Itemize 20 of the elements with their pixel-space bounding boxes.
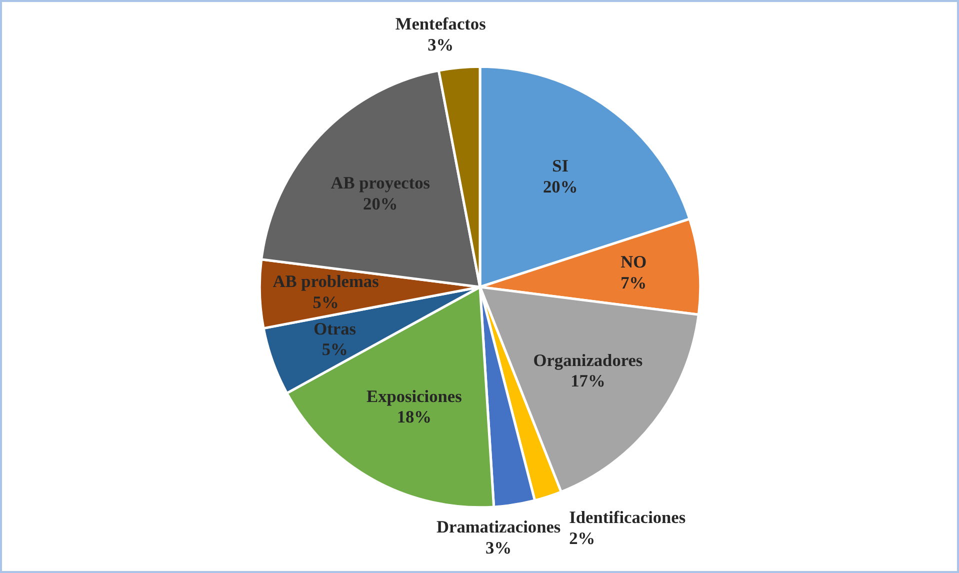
slice-label: AB proyectos (330, 174, 430, 193)
slice-label: NO (620, 252, 647, 272)
data-label: 5% (322, 340, 348, 360)
slice-label: SI (552, 156, 569, 176)
slice-label: Exposiciones (366, 386, 462, 406)
data-label: 20% (363, 194, 398, 214)
slice-label: Mentefactos (395, 14, 486, 34)
data-label: 3% (428, 36, 454, 55)
data-label: 17% (570, 372, 606, 391)
data-label: 7% (620, 273, 647, 292)
slice-label: Identificaciones (569, 508, 686, 528)
slice-label: Dramatizaciones (436, 517, 561, 536)
slice-label: AB problemas (272, 272, 380, 291)
data-label: 2% (569, 528, 596, 548)
data-label: 5% (312, 292, 339, 312)
slice-label: Organizadores (533, 350, 643, 370)
data-label: 20% (542, 177, 578, 196)
data-label: 3% (486, 538, 512, 558)
data-label: 18% (396, 408, 432, 427)
slice-label: Otras (314, 319, 356, 338)
